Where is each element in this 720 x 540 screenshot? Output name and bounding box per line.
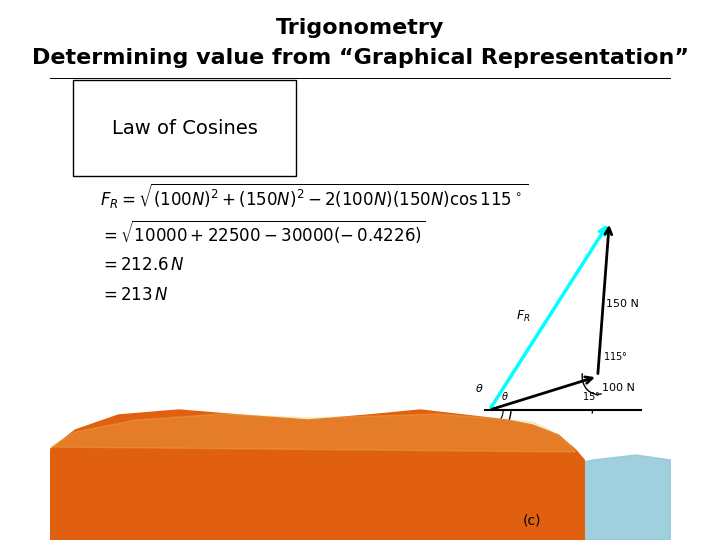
Polygon shape: [481, 455, 670, 540]
Text: $15°$: $15°$: [582, 390, 600, 402]
Text: $115°$: $115°$: [603, 350, 627, 362]
Text: $= 213\,N$: $= 213\,N$: [99, 286, 168, 304]
Polygon shape: [50, 410, 584, 540]
Text: 100 N: 100 N: [602, 383, 635, 393]
Text: $F_R$: $F_R$: [516, 308, 531, 323]
Text: $\theta$: $\theta$: [501, 390, 509, 402]
Text: $= 212.6\,N$: $= 212.6\,N$: [99, 256, 184, 274]
Text: $F_R = \sqrt{\left(100N\right)^2 + \left(150N\right)^2 - 2\left(100N\right)\left: $F_R = \sqrt{\left(100N\right)^2 + \left…: [99, 180, 528, 210]
Text: 150 N: 150 N: [606, 299, 639, 309]
Text: Trigonometry: Trigonometry: [276, 18, 444, 38]
Text: (c): (c): [523, 513, 541, 527]
Text: Determining value from “Graphical Representation”: Determining value from “Graphical Repres…: [32, 48, 688, 68]
Text: $= \sqrt{10000 + 22500 - 30000(-\,0.4226)}$: $= \sqrt{10000 + 22500 - 30000(-\,0.4226…: [99, 219, 425, 246]
Text: Law of Cosines: Law of Cosines: [112, 118, 258, 138]
Polygon shape: [50, 414, 575, 452]
Text: $\theta$: $\theta$: [474, 382, 483, 394]
